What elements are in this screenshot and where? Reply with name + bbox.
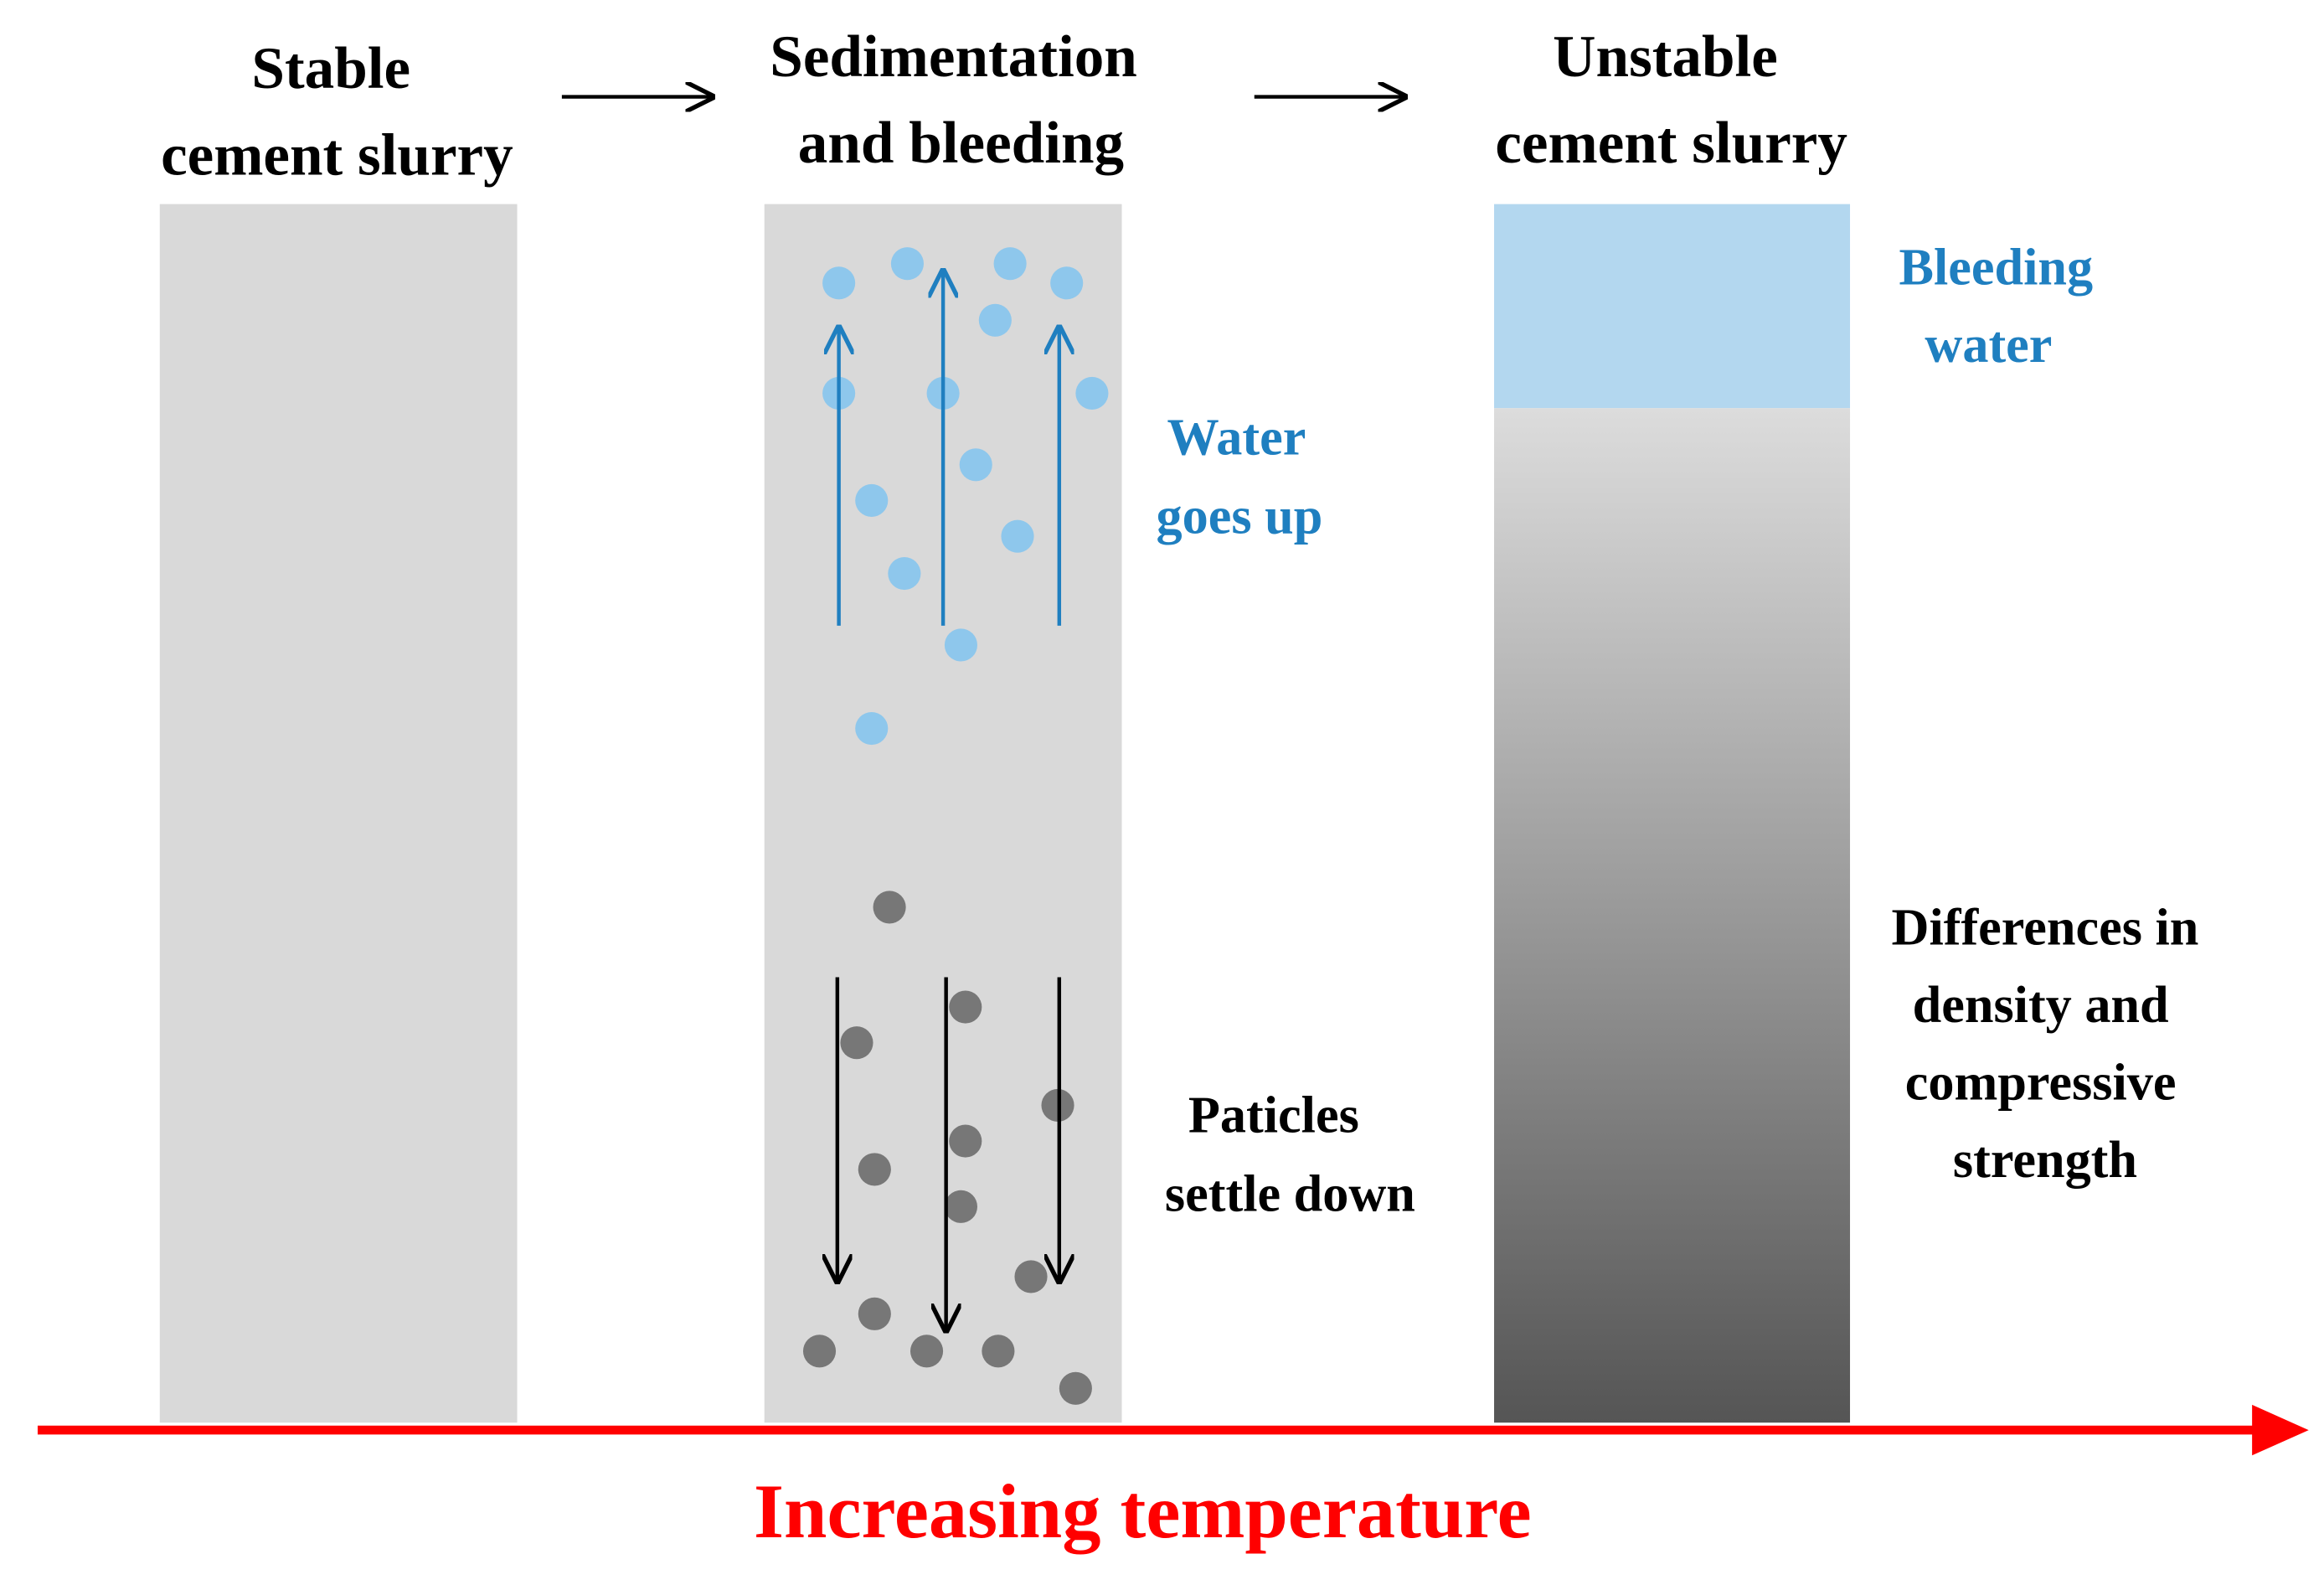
cement-particle — [858, 1153, 891, 1186]
column-title: Sedimentation — [770, 24, 1137, 90]
water-droplet — [855, 711, 889, 746]
axis-arrowhead — [2252, 1404, 2309, 1456]
annotation: strength — [1953, 1132, 2137, 1189]
annotation: settle down — [1165, 1166, 1415, 1223]
bleeding-water-layer — [1494, 204, 1851, 409]
settle-arrows — [837, 977, 1059, 1329]
water-droplet — [1075, 376, 1109, 410]
water-droplet — [890, 247, 924, 281]
annotation: Bleeding — [1899, 240, 2093, 297]
cement-particle — [944, 1190, 978, 1223]
water-droplet — [993, 247, 1027, 281]
water-droplet — [1050, 266, 1084, 300]
cement-particle — [858, 1297, 891, 1330]
unstable-column — [1494, 408, 1851, 1423]
cement-particle — [949, 990, 982, 1024]
water-droplet — [978, 303, 1012, 337]
annotation: Differences in — [1892, 899, 2199, 956]
column-title: and bleeding — [798, 111, 1124, 176]
column-title: Unstable — [1553, 24, 1778, 90]
cement-particle — [949, 1124, 982, 1158]
annotation: Water — [1167, 409, 1306, 466]
water-droplet — [944, 628, 978, 662]
annotation: Paticles — [1188, 1087, 1359, 1144]
cement-particle — [1059, 1371, 1092, 1405]
cement-particle — [840, 1026, 873, 1060]
water-droplet — [888, 557, 921, 591]
particles — [802, 247, 1109, 1405]
annotation: water — [1925, 317, 2052, 374]
stable-column — [159, 204, 518, 1423]
column-title: cement slurry — [1495, 111, 1847, 176]
water-droplet — [855, 483, 889, 518]
water-droplet — [1001, 519, 1034, 553]
column-title: Stable — [251, 36, 410, 101]
cement-particle — [802, 1335, 837, 1368]
cement-particle — [873, 891, 906, 924]
annotation: compressive — [1905, 1054, 2177, 1111]
cement-particle — [1014, 1260, 1048, 1293]
axis-label: Increasing temperature — [754, 1469, 1532, 1554]
water-droplet — [959, 448, 992, 482]
water-droplet — [822, 266, 856, 300]
water-arrows — [839, 271, 1059, 626]
cement-particle — [982, 1335, 1015, 1368]
cement-particle — [910, 1335, 944, 1368]
annotation: density and — [1913, 977, 2169, 1034]
column-title: cement slurry — [161, 122, 513, 188]
annotation: goes up — [1157, 488, 1323, 545]
